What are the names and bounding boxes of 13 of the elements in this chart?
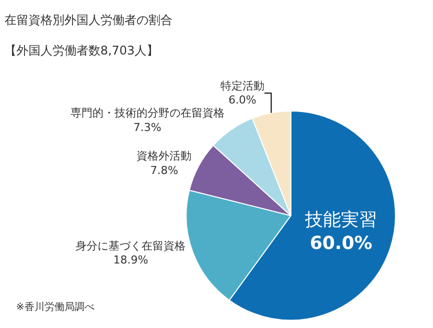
chart-subtitle: 【外国人労働者数8,703人】 xyxy=(4,44,159,58)
slice-label: 専門的・技術的分野の在留資格 xyxy=(70,106,224,120)
data-label: 7.8% xyxy=(150,164,178,177)
chart-title: 在留資格別外国人労働者の割合 xyxy=(4,13,172,27)
slice-label: 身分に基づく在留資格 xyxy=(76,239,186,252)
slice-label: 技能実習 xyxy=(304,210,378,231)
data-label: 18.9% xyxy=(113,254,148,267)
data-label: 6.0% xyxy=(228,94,256,107)
slice-label: 資格外活動 xyxy=(136,150,192,163)
data-label: 7.3% xyxy=(133,121,162,134)
text: ※香川労働局調べ xyxy=(16,301,94,313)
data-label: 60.0% xyxy=(310,232,372,254)
slice-label: 特定活動 xyxy=(220,79,264,92)
